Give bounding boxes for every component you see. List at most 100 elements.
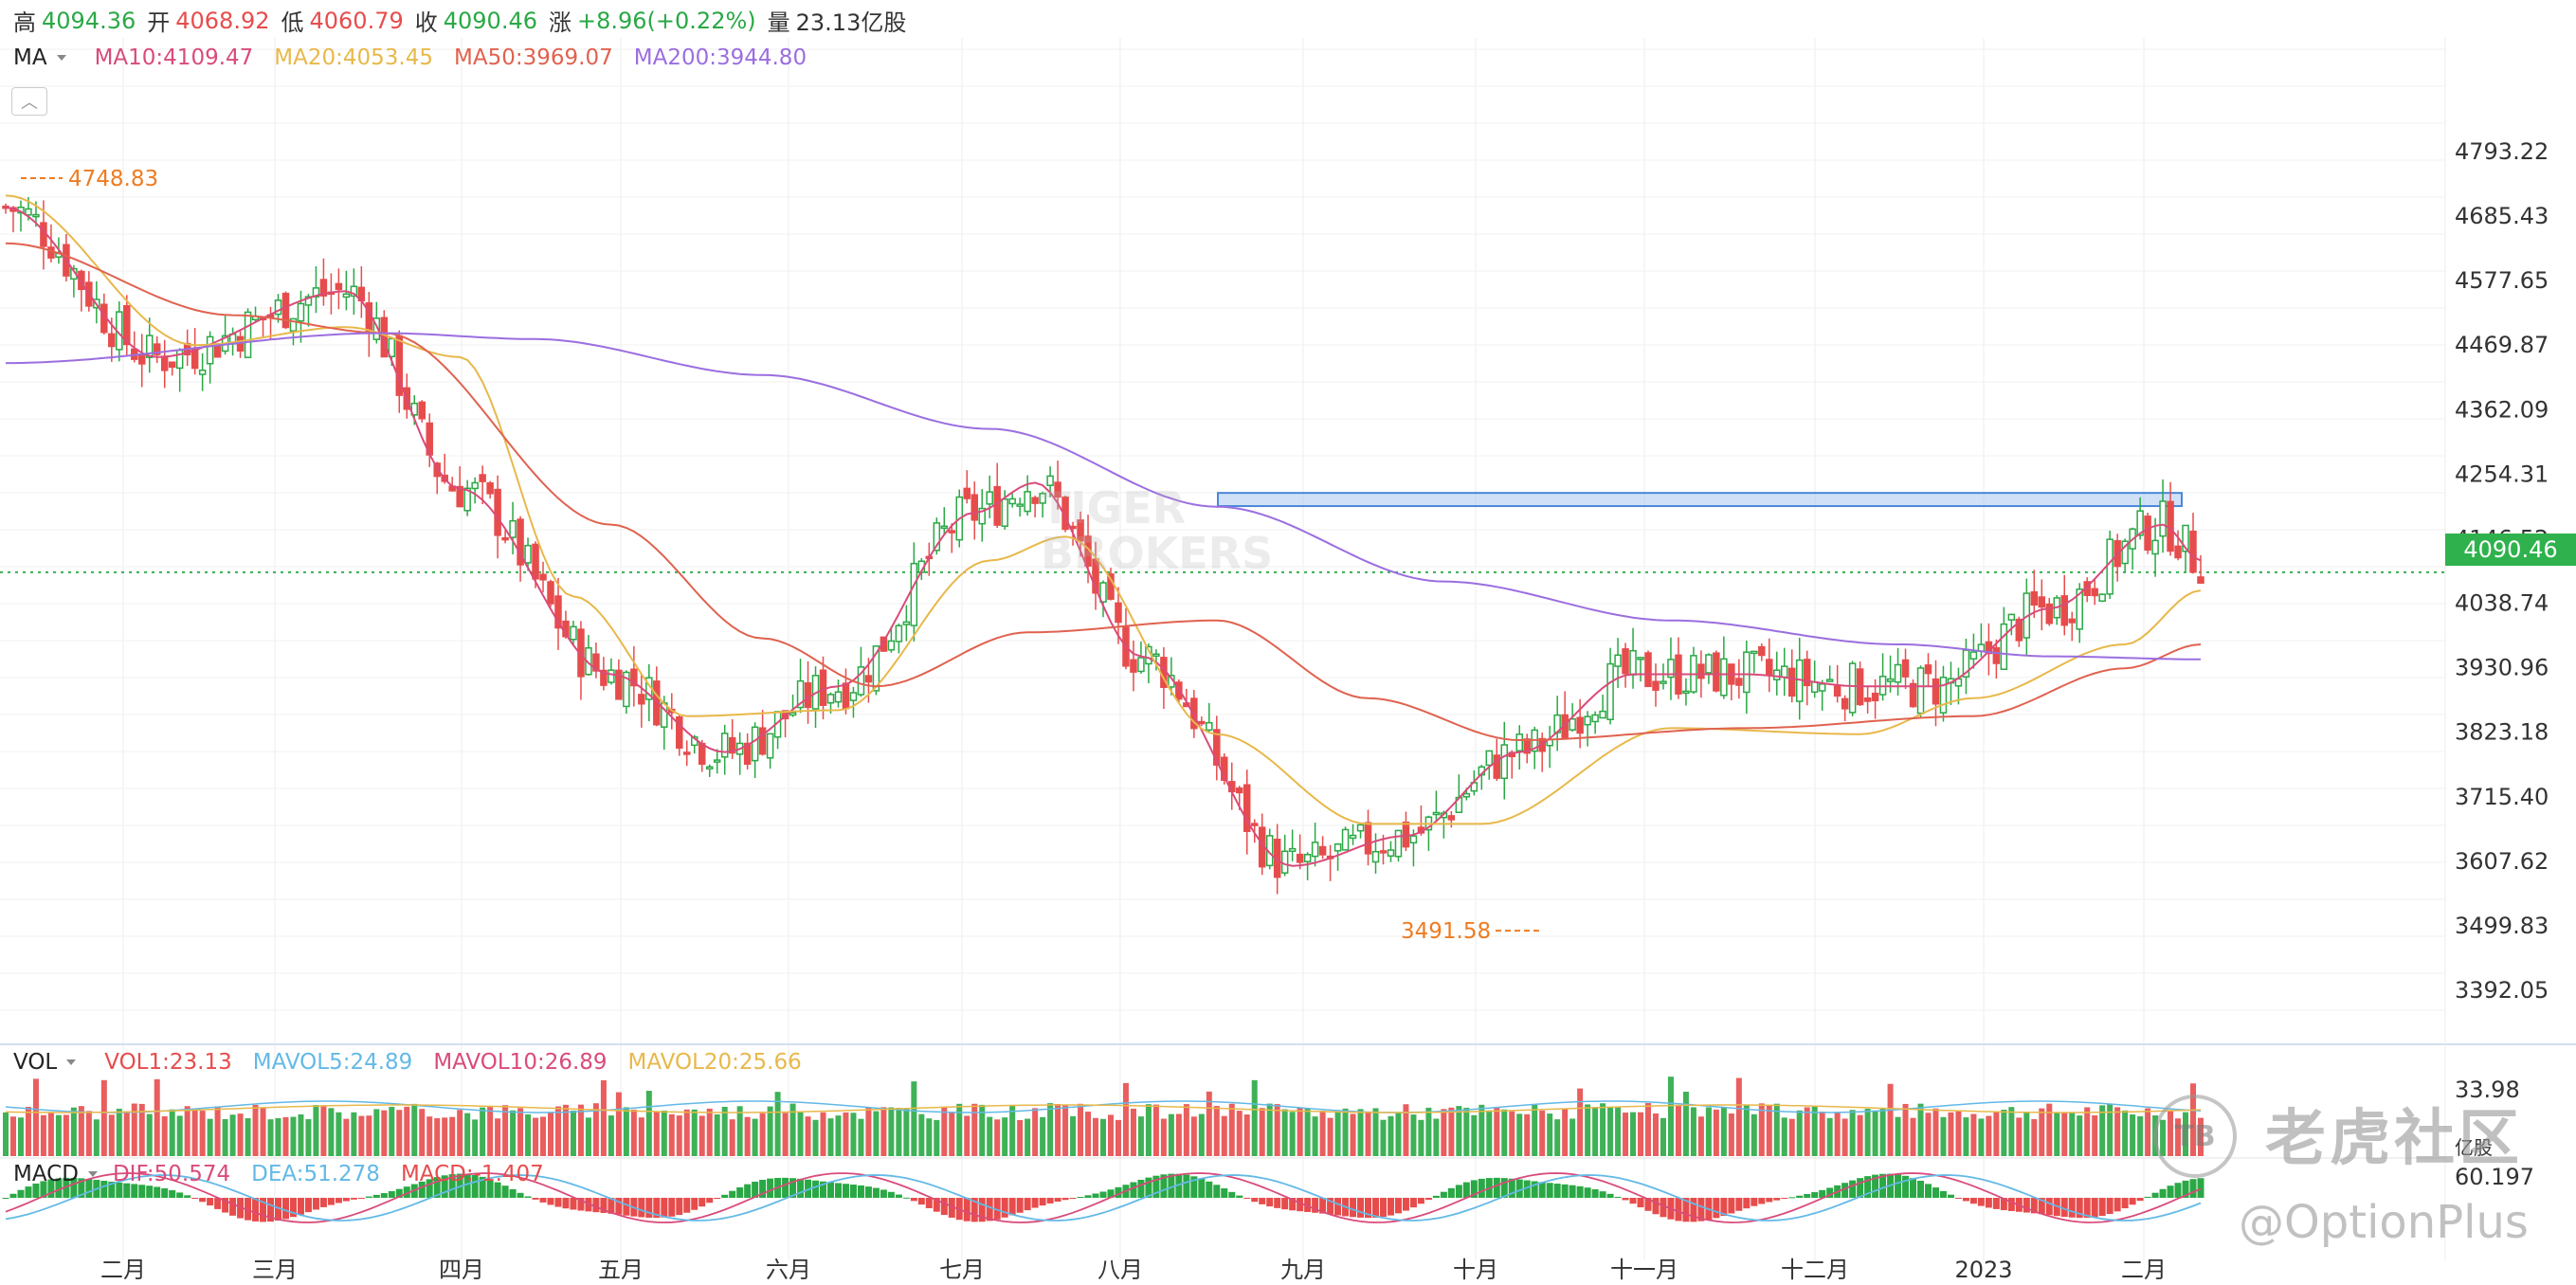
- macd-bar: [1387, 1198, 1394, 1216]
- candle: [1280, 834, 1289, 877]
- candle-body: [1092, 558, 1099, 594]
- volume-bar: [1281, 1109, 1288, 1156]
- macd-bar: [2068, 1198, 2076, 1218]
- open-value: 4068.92: [175, 7, 270, 34]
- macd-dropdown-icon[interactable]: [87, 1171, 98, 1177]
- volume-bar: [1758, 1103, 1765, 1156]
- candle: [236, 331, 245, 358]
- candle-body: [1341, 828, 1350, 851]
- candle: [789, 694, 797, 717]
- low-label: 低: [281, 9, 304, 36]
- candle: [1523, 733, 1531, 764]
- ma10-value: MA10:4109.47: [94, 45, 254, 70]
- macd-bar: [554, 1198, 562, 1207]
- candle-body: [940, 525, 949, 530]
- macd-indicator-name[interactable]: MACD: [13, 1162, 79, 1186]
- candle-body: [2182, 524, 2189, 552]
- macd-bar: [199, 1198, 207, 1203]
- candle-body: [1031, 497, 1039, 504]
- candle-body: [108, 333, 116, 348]
- candle: [123, 295, 131, 355]
- candle-body: [1296, 853, 1304, 863]
- macd-bar: [1773, 1198, 1781, 1201]
- macd-bar: [1206, 1181, 1213, 1198]
- volume-bar: [1585, 1104, 1591, 1156]
- candle-body: [683, 751, 691, 755]
- macd-bar: [676, 1198, 683, 1216]
- candle-body: [244, 311, 252, 358]
- vol-indicator-name[interactable]: VOL: [13, 1050, 58, 1075]
- candle: [2045, 598, 2054, 626]
- macd-bar: [1629, 1198, 1637, 1204]
- macd-bar: [1379, 1198, 1387, 1218]
- macd-bar: [176, 1192, 184, 1198]
- volume-bar: [903, 1109, 910, 1156]
- candle-body: [872, 645, 880, 692]
- volume-bar: [865, 1107, 872, 1156]
- vol-dropdown-icon[interactable]: [66, 1059, 77, 1065]
- volume-bar: [888, 1107, 895, 1156]
- volume-bar: [1388, 1115, 1394, 1156]
- candle: [1856, 661, 1864, 706]
- macd-bar: [1599, 1191, 1606, 1198]
- volume-bar: [1705, 1107, 1712, 1156]
- candle-body: [2159, 500, 2167, 537]
- volume-bar: [1743, 1105, 1750, 1156]
- candle-body: [1825, 679, 1834, 682]
- candle: [1318, 836, 1327, 860]
- volume-bar: [1425, 1107, 1432, 1156]
- candle-body: [532, 543, 539, 580]
- candle-body: [1803, 659, 1811, 687]
- candle: [849, 686, 858, 718]
- candle-body: [1569, 717, 1576, 731]
- candle-body: [963, 487, 971, 499]
- candle: [1584, 711, 1591, 747]
- volume-bar: [1221, 1115, 1227, 1156]
- candle: [766, 733, 774, 769]
- volume-bar: [1910, 1117, 1916, 1156]
- volume-bar: [736, 1106, 743, 1156]
- candle-body: [350, 285, 358, 298]
- macd-bar: [123, 1183, 131, 1198]
- volume-bar: [1145, 1104, 1152, 1156]
- candle-body: [638, 694, 645, 705]
- volume-bar: [1932, 1108, 1939, 1156]
- volume-bar: [1849, 1110, 1856, 1156]
- volume-bar: [434, 1117, 441, 1156]
- volume-bar: [290, 1116, 297, 1156]
- candle-body: [1333, 842, 1342, 852]
- volume-bar: [1675, 1105, 1681, 1156]
- ma-dropdown-icon[interactable]: [56, 55, 66, 61]
- macd-bar: [1402, 1198, 1409, 1211]
- macd-bar: [1508, 1178, 1515, 1198]
- ma-indicator-name[interactable]: MA: [13, 45, 47, 70]
- volume-bar: [1554, 1119, 1561, 1156]
- candle: [1250, 819, 1259, 843]
- volume-bar: [1093, 1117, 1099, 1156]
- collapse-up-icon[interactable]: ︿: [11, 87, 47, 116]
- volume-bar: [464, 1113, 471, 1156]
- volume-bar: [827, 1118, 834, 1156]
- macd-bar: [1561, 1184, 1569, 1198]
- volume-bar: [108, 1114, 115, 1156]
- candle: [2068, 611, 2076, 642]
- volume-bar: [1183, 1104, 1189, 1156]
- macd-bar: [1107, 1189, 1115, 1198]
- candle: [1629, 627, 1637, 689]
- macd-bar: [1424, 1198, 1432, 1201]
- macd-bar: [1493, 1177, 1500, 1198]
- vol-legend: VOL VOL1:23.13 MAVOL5:24.89 MAVOL10:26.8…: [13, 1050, 823, 1075]
- candle: [1909, 679, 1917, 708]
- volume-bar: [525, 1113, 532, 1156]
- volume-bar: [495, 1118, 501, 1156]
- x-tick-label: 九月: [1280, 1257, 1326, 1283]
- macd-bar: [1024, 1198, 1031, 1211]
- volume-bar: [1524, 1113, 1531, 1156]
- macd-bar: [1819, 1189, 1826, 1198]
- macd-bar: [1190, 1176, 1198, 1198]
- candle: [2159, 479, 2167, 553]
- candle: [1515, 725, 1523, 770]
- candle: [933, 517, 941, 555]
- macd-bar: [312, 1198, 319, 1210]
